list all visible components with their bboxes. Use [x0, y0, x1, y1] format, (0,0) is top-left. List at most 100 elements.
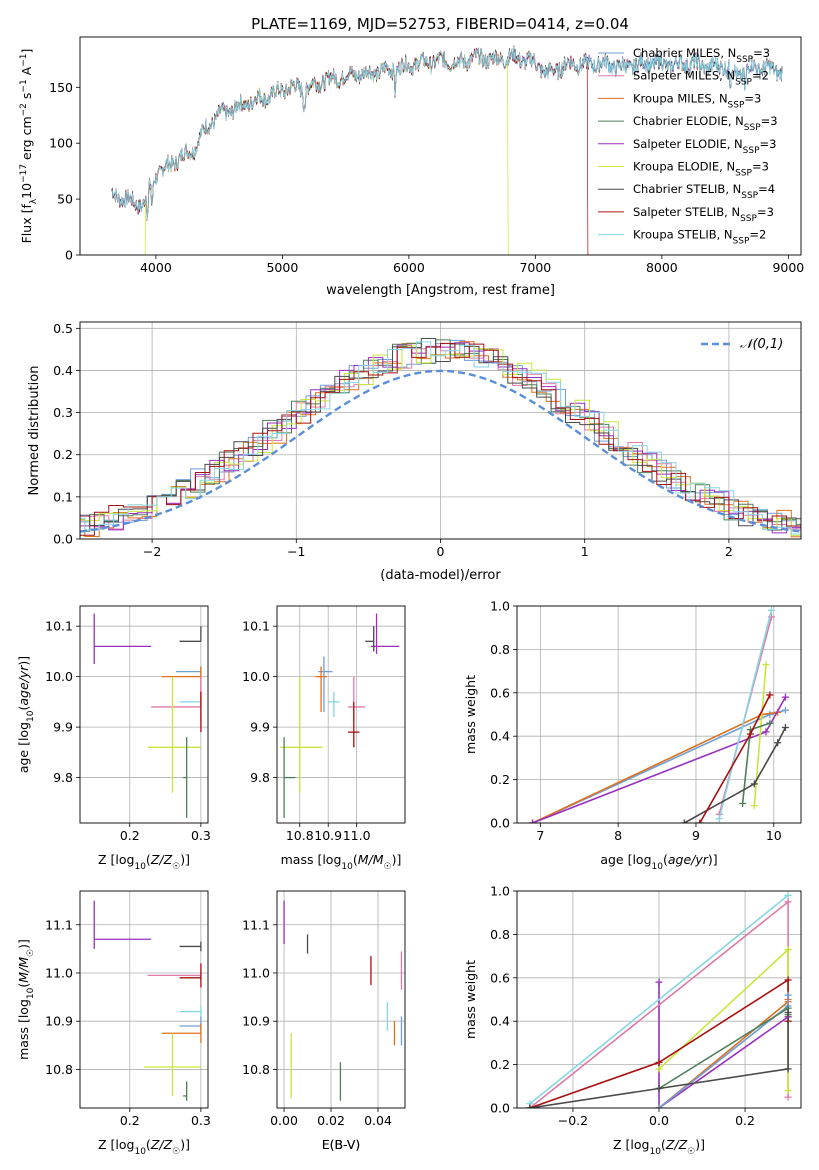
legend-label-chabrier-miles: Chabrier MILES, NSSP=3	[633, 46, 770, 65]
weight-line-salpeter-elodie	[658, 982, 789, 1108]
y-tick-label: 10.8	[242, 1062, 270, 1077]
x-axis-label: (data-model)/error	[380, 568, 501, 583]
x-tick-label: 10	[766, 828, 782, 843]
legend-label-kroupa-miles-part: =3	[744, 91, 761, 105]
x-tick-label: 0.00	[270, 1113, 298, 1128]
y-axis-label-part: age [log	[16, 722, 31, 773]
y-tick-label: 100	[49, 136, 73, 151]
x-tick-label: 0.2	[120, 1113, 140, 1128]
legend-label-kroupa-stelib-part: Kroupa STELIB, N	[633, 228, 733, 242]
y-tick-label: 11.1	[45, 917, 73, 932]
legend-label-kroupa-elodie-part: Kroupa ELODIE, N	[633, 160, 735, 174]
x-tick-label: 0.3	[191, 1113, 211, 1128]
legend-label-chabrier-miles-part: =3	[753, 46, 770, 60]
error-bars	[93, 613, 202, 818]
y-axis-label-part: erg cm	[19, 116, 34, 164]
weight-vs-metallicity-panel: −0.2 0.0 0.2 0.0 0.2 0.4 0.6 0.8 1.0 Z [log10(Z/Z…	[463, 884, 802, 1157]
weight-line-chabrier-miles	[532, 709, 786, 823]
x-axis-label: E(B-V)	[322, 1137, 361, 1152]
legend-label-salpeter-miles-part: =2	[752, 69, 769, 83]
x-axis-label-part: 10	[649, 1147, 661, 1157]
y-tick-label: 1.0	[490, 599, 510, 614]
x-tick-label: 6000	[393, 260, 425, 275]
axes-frame	[79, 321, 802, 540]
axes-frame	[79, 605, 209, 824]
x-axis-label: Z [log10(Z/Z☉)]	[98, 1137, 190, 1157]
y-tick-label: 0.2	[53, 447, 73, 462]
legend-label-kroupa-elodie-part: =3	[752, 160, 769, 174]
legend-label-chabrier-stelib-part: SSP	[741, 191, 758, 201]
y-axis-label-part: )]	[16, 939, 31, 949]
x-axis-label-part: (	[663, 852, 668, 867]
x-axis-label-part: 10	[134, 862, 146, 872]
x-axis-label-part: )]	[708, 852, 718, 867]
x-tick-label: −1	[287, 544, 305, 559]
y-tick-label: 0.4	[490, 729, 510, 744]
histogram-kroupa-stelib	[80, 341, 801, 535]
y-tick-label: 9.9	[250, 720, 270, 735]
spectrum-panel: 4000 5000 6000 7000 8000 9000 0 50 100 150 wavelen…	[19, 36, 804, 298]
y-axis-label-part: (	[16, 983, 31, 988]
y-axis-label-part: M/M	[16, 957, 31, 983]
legend-label-kroupa-miles: Kroupa MILES, NSSP=3	[633, 91, 761, 110]
legend-label-chabrier-miles-part: SSP	[736, 55, 753, 65]
normal-curve	[80, 369, 801, 533]
y-tick-label: 9.8	[250, 770, 270, 785]
legend-label-chabrier-stelib: Chabrier STELIB, NSSP=4	[633, 182, 775, 201]
legend-label-salpeter-miles-part: SSP	[735, 78, 752, 88]
x-tick-label: 0.02	[317, 1113, 345, 1128]
x-tick-label: 8000	[646, 260, 678, 275]
x-axis-label-part: ☉	[384, 862, 392, 872]
legend-label-kroupa-stelib: Kroupa STELIB, NSSP=2	[633, 228, 766, 247]
y-tick-label: 10.9	[45, 1014, 73, 1029]
legend-label-chabrier-elodie-part: Chabrier ELODIE, N	[633, 114, 744, 128]
legend-label-salpeter-miles-part: Salpeter MILES, N	[633, 69, 735, 83]
histogram-kroupa-miles	[80, 341, 801, 538]
y-axis-label: mass weight	[463, 675, 478, 754]
weight-line-kroupa-stelib	[718, 610, 773, 819]
axes-frame	[516, 890, 802, 1109]
y-tick-label: 0.0	[53, 532, 73, 547]
error-bars	[283, 900, 403, 1101]
y-axis-label-part: λ	[29, 198, 39, 204]
weight-line-chabrier-stelib	[683, 727, 787, 823]
x-tick-label: 4000	[140, 260, 172, 275]
y-axis-label-part: 10	[26, 987, 36, 999]
legend-label-chabrier-elodie: Chabrier ELODIE, NSSP=3	[633, 114, 778, 133]
legend-label-chabrier-elodie-part: SSP	[744, 123, 761, 133]
legend-label-chabrier-miles-part: Chabrier MILES, N	[633, 46, 736, 60]
mass-vs-metallicity-panel: 0.2 0.310.810.911.011.1Z [log10(Z/Z☉)]mas…	[16, 890, 211, 1157]
axes-frame	[516, 605, 802, 824]
weight-line-kroupa-stelib	[529, 894, 789, 1105]
x-axis-label-part: 10	[652, 862, 664, 872]
y-axis-label: mass weight	[463, 960, 478, 1039]
legend-label-salpeter-stelib-part: SSP	[740, 214, 757, 224]
weight-line-chabrier-elodie	[658, 1006, 789, 1090]
x-axis-label-part: ☉	[687, 1147, 695, 1157]
x-axis-label-part: (	[146, 852, 151, 867]
y-axis-label-part: −1	[19, 54, 29, 67]
x-tick-label: 5000	[266, 260, 298, 275]
weight-lines	[526, 891, 792, 1108]
x-axis-label-part: Z/Z	[150, 852, 173, 867]
legend-label-normal: 𝒩(0,1)	[740, 337, 783, 352]
x-axis-label-part: age/yr	[668, 852, 709, 867]
weight-line-chabrier-stelib	[529, 1012, 789, 1108]
y-axis-label-part: −1	[19, 79, 29, 92]
y-tick-label: 0.2	[490, 772, 510, 787]
y-axis-label: Normed distribution	[27, 366, 42, 496]
age-vs-metallicity-panel: 0.2 0.39.89.910.010.1Z [log10(Z/Z☉)]age […	[16, 605, 211, 872]
x-tick-label: 11.0	[343, 828, 371, 843]
legend-label-salpeter-miles: Salpeter MILES, NSSP=2	[633, 69, 769, 88]
y-tick-label: 0.0	[490, 1101, 510, 1116]
x-axis-label-part: age [log	[600, 852, 651, 867]
y-axis-label: Flux [fλ10−17 erg cm−2 s−1 A−1]	[19, 49, 39, 244]
legend-label-chabrier-stelib-part: =4	[758, 182, 775, 196]
x-axis-label: wavelength [Angstrom, rest frame]	[326, 283, 555, 298]
x-tick-label: 0.2	[735, 1113, 755, 1128]
legend-label-salpeter-elodie-part: =3	[760, 137, 777, 151]
error-bars	[279, 613, 400, 818]
y-axis-label-part: A	[19, 66, 34, 79]
x-axis-label-part: mass [log	[281, 852, 342, 867]
x-axis-label-part: ☉	[172, 1147, 180, 1157]
